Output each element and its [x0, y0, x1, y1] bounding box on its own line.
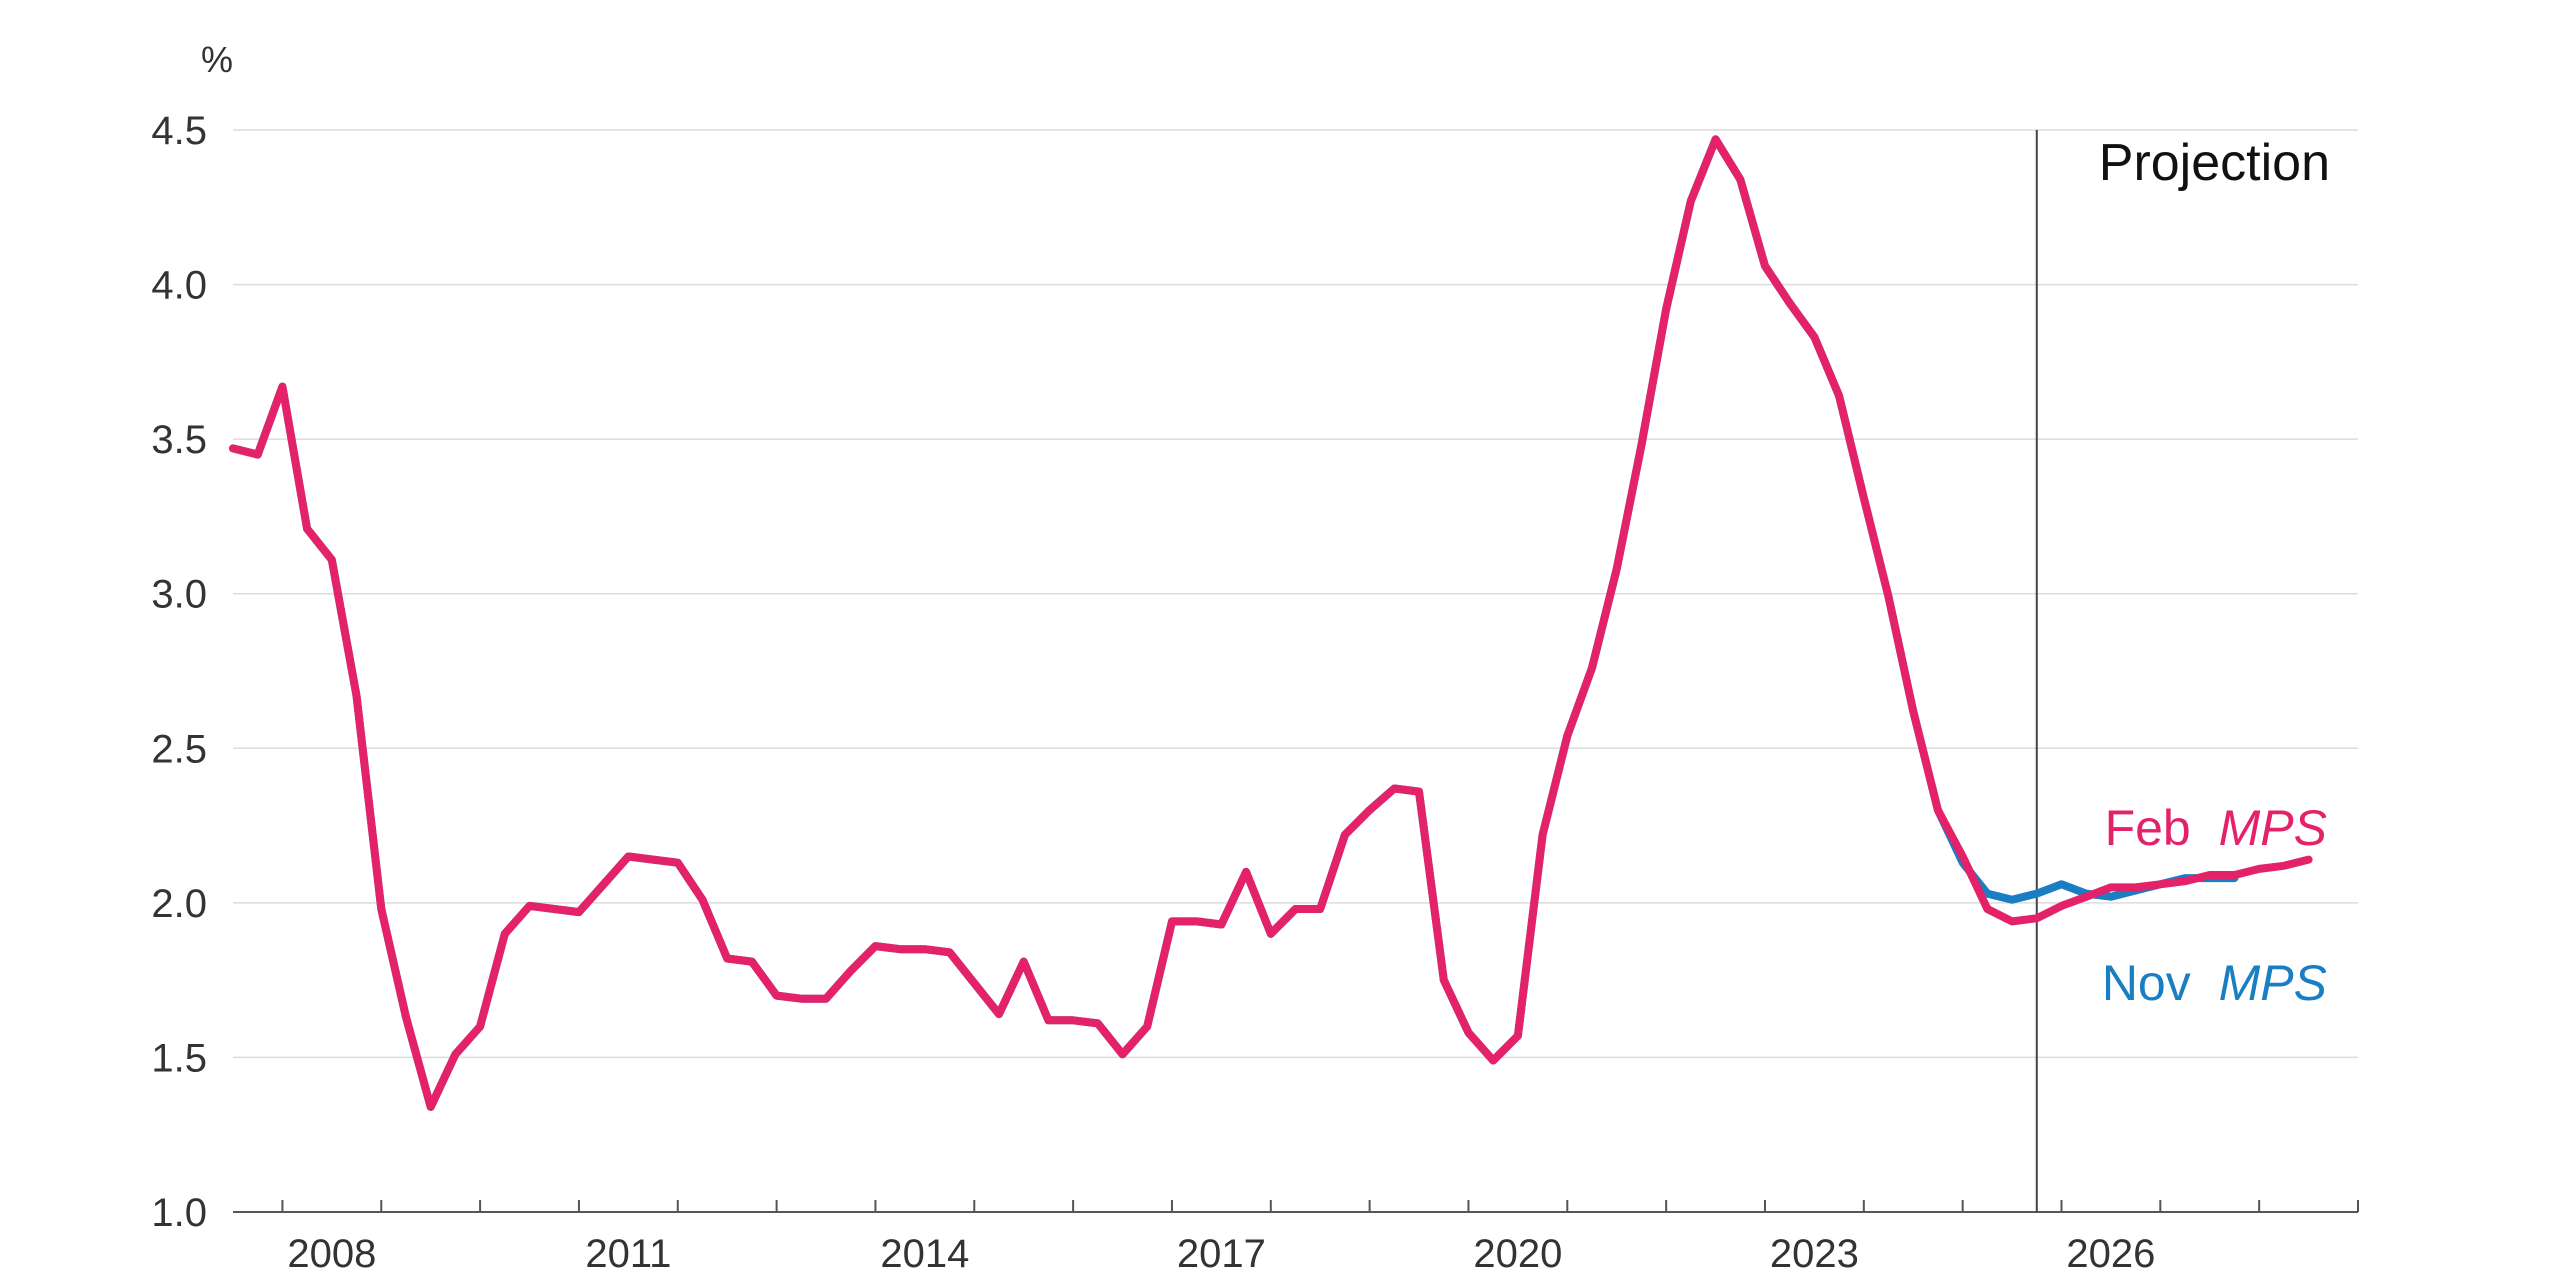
- y-axis-label: %: [201, 39, 233, 80]
- x-tick-label: 2008: [287, 1232, 376, 1276]
- legend-feb-mps: MPS: [2219, 800, 2327, 856]
- y-axis: 1.0 1.5 2.0 2.5 3.0 3.5 4.0 4.5: [151, 109, 207, 1235]
- y-tick-label: 3.0: [151, 573, 207, 617]
- legend-label-nov-mps: Nov MPS: [2102, 955, 2327, 1011]
- x-tick-label: 2014: [880, 1232, 969, 1276]
- legend-feb-prefix: Feb: [2105, 800, 2191, 856]
- y-tick-label: 2.5: [151, 727, 207, 771]
- series-lines: [229, 135, 2313, 1111]
- y-tick-label: 2.0: [151, 882, 207, 926]
- x-tick-label: 2023: [1770, 1232, 1859, 1276]
- y-tick-label: 1.5: [151, 1036, 207, 1080]
- series-line-feb-mps: [229, 135, 2313, 1111]
- legend-label-feb-mps: Feb MPS: [2105, 800, 2327, 856]
- projection-label: Projection: [2099, 134, 2330, 192]
- y-tick-label: 4.5: [151, 109, 207, 153]
- y-tick-label: 1.0: [151, 1191, 207, 1235]
- y-tick-label: 3.5: [151, 418, 207, 462]
- x-tick-label: 2011: [585, 1232, 671, 1276]
- legend-nov-mps: MPS: [2219, 955, 2327, 1011]
- x-tick-label: 2020: [1473, 1232, 1562, 1276]
- x-axis: 2008 2011 2014 2017 2020 2023 2026: [233, 1200, 2359, 1276]
- y-tick-label: 4.0: [151, 264, 207, 308]
- legend-nov-prefix: Nov: [2102, 955, 2191, 1011]
- x-tick-label: 2026: [2066, 1232, 2155, 1276]
- x-tick-label: 2017: [1177, 1232, 1266, 1276]
